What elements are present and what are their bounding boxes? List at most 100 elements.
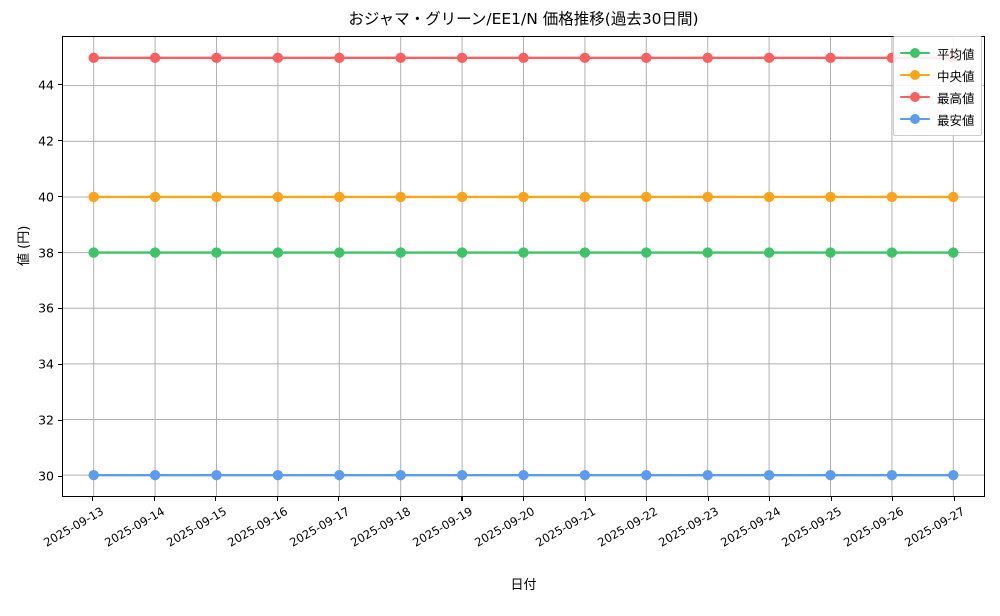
data-point	[456, 52, 468, 64]
data-point	[149, 247, 161, 258]
x-tick-mark	[769, 497, 771, 501]
legend-item[interactable]: 最安値	[900, 108, 975, 130]
data-point	[702, 191, 713, 203]
x-tick-label: 2025-09-17	[287, 504, 352, 550]
data-point	[334, 52, 345, 64]
y-tick-label: 40	[38, 189, 54, 205]
x-tick-label: 2025-09-22	[594, 504, 660, 550]
x-tick-mark	[707, 497, 709, 501]
data-point	[518, 52, 529, 64]
x-tick-label: 2025-09-24	[717, 504, 783, 550]
x-tick-mark	[953, 497, 955, 501]
x-tick-mark	[830, 497, 832, 501]
data-point	[149, 191, 161, 203]
data-point	[579, 247, 591, 258]
data-point	[763, 469, 775, 481]
x-tick-mark	[399, 497, 402, 501]
y-tick-label: 36	[38, 300, 54, 316]
data-point	[211, 52, 222, 64]
data-point	[456, 247, 468, 258]
data-point	[763, 191, 775, 203]
data-point	[456, 469, 468, 481]
data-point	[518, 469, 529, 481]
x-tick-label: 2025-09-20	[471, 504, 537, 550]
legend-marker-icon	[910, 114, 920, 124]
data-point	[211, 191, 222, 203]
data-point	[579, 191, 591, 203]
data-point	[395, 247, 406, 258]
data-point	[456, 191, 468, 203]
gridlines	[63, 37, 984, 496]
series-2	[88, 191, 959, 203]
x-tick-mark	[276, 497, 278, 501]
legend-label: 平均値	[937, 46, 975, 62]
y-tick-label: 38	[38, 245, 54, 261]
data-point	[641, 191, 652, 203]
data-point	[886, 247, 898, 258]
chart-figure: おジャマ・グリーン/EE1/N 価格推移(過去30日間) 値 (円) 30 32 3…	[17, 10, 985, 593]
data-point	[702, 469, 713, 481]
x-tick-mark	[892, 497, 894, 501]
x-tick-label: 2025-09-16	[225, 504, 291, 550]
data-point	[272, 469, 284, 481]
legend-label: 中央値	[937, 68, 975, 84]
series-4	[88, 469, 959, 481]
data-point	[948, 469, 959, 481]
x-tick-mark	[523, 497, 525, 501]
series-1	[88, 247, 959, 258]
data-point	[825, 247, 836, 258]
data-point	[334, 469, 345, 481]
data-point	[334, 191, 345, 203]
data-point	[825, 469, 836, 481]
x-tick-mark	[92, 497, 94, 501]
x-tick-label: 2025-09-25	[779, 504, 845, 550]
legend-label: 最安値	[937, 112, 975, 128]
data-point	[272, 52, 284, 64]
x-tick-mark	[461, 497, 463, 501]
chart-legend: 平均値中央値最高値最安値	[893, 36, 982, 136]
legend-marker-icon	[910, 92, 920, 102]
data-point	[641, 52, 652, 64]
chart-title: おジャマ・グリーン/EE1/N 価格推移(過去30日間)	[348, 10, 699, 28]
x-tick-mark	[153, 497, 155, 501]
x-tick-label: 2025-09-13	[40, 504, 106, 550]
legend-item[interactable]: 中央値	[900, 64, 975, 86]
data-point	[763, 247, 775, 258]
plot-area	[62, 36, 985, 497]
data-point	[395, 469, 406, 481]
data-point	[948, 191, 959, 203]
data-point	[579, 469, 591, 481]
data-point	[211, 247, 222, 258]
x-tick-label: 2025-09-27	[902, 504, 968, 550]
legend-item[interactable]: 最高値	[900, 86, 975, 108]
legend-marker-icon	[910, 48, 920, 58]
data-point	[149, 52, 161, 64]
y-tick-label: 44	[38, 77, 54, 93]
data-point	[149, 469, 161, 481]
data-point	[211, 469, 222, 481]
data-point	[763, 52, 775, 64]
legend-marker-icon	[910, 70, 920, 80]
x-axis-label: 日付	[510, 578, 537, 593]
y-tick-label: 30	[38, 468, 54, 484]
legend-item[interactable]: 平均値	[900, 42, 975, 64]
x-tick-label: 2025-09-26	[840, 504, 906, 550]
data-point	[641, 469, 652, 481]
data-point	[825, 191, 836, 203]
x-tick-mark	[584, 497, 586, 501]
data-point	[272, 191, 284, 203]
data-point	[88, 469, 99, 481]
x-tick-label: 2025-09-21	[533, 504, 599, 550]
data-point	[334, 247, 345, 258]
data-point	[518, 247, 529, 258]
y-tick-label: 42	[38, 133, 54, 149]
data-point	[886, 469, 898, 481]
legend-label: 最高値	[937, 90, 975, 106]
data-point	[395, 52, 406, 64]
x-tick-mark	[215, 497, 217, 501]
data-series-layer	[88, 52, 959, 481]
y-tick-label: 32	[38, 412, 54, 428]
x-tick-mark	[338, 497, 340, 501]
data-point	[88, 52, 99, 64]
y-axis-label: 値 (円)	[17, 225, 32, 266]
